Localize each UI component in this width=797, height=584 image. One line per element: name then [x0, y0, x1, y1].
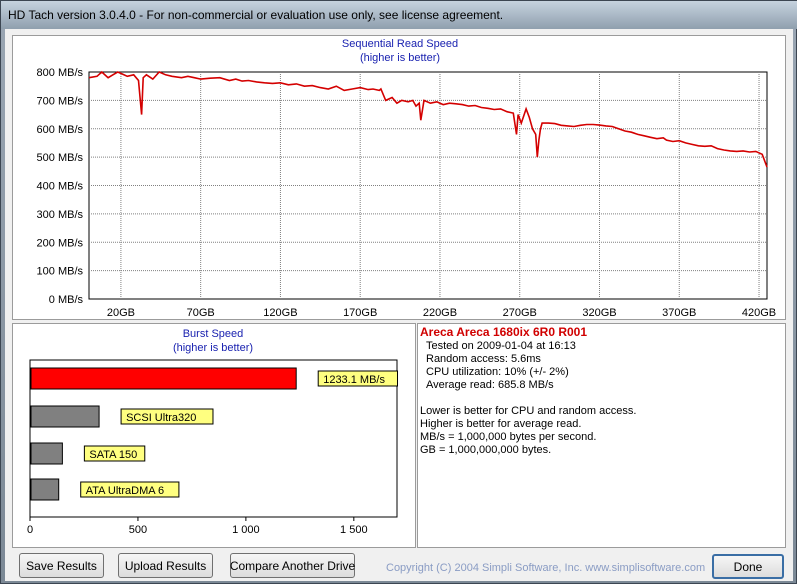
- y-tick-label: 800 MB/s: [37, 67, 84, 79]
- read-chart-title: Sequential Read Speed: [341, 38, 459, 50]
- cpu-utilization: CPU utilization: 10% (+/- 2%): [426, 366, 569, 378]
- average-read: Average read: 685.8 MB/s: [426, 379, 554, 391]
- x-tick-label: 420GB: [742, 307, 776, 319]
- burst-bar: [30, 478, 60, 501]
- burst-bar-label-box: [83, 445, 146, 462]
- sequential-read-panel: Sequential Read Speed (higher is better)…: [12, 35, 786, 320]
- read-speed-series-line: [88, 70, 768, 168]
- burst-bar-label: SATA 150: [89, 449, 137, 461]
- done-button[interactable]: Done: [712, 554, 784, 579]
- burst-chart-subtitle: (higher is better): [172, 342, 254, 354]
- burst-bar-label-box: [317, 370, 399, 387]
- title-bar[interactable]: HD Tach version 3.0.4.0 - For non-commer…: [1, 1, 797, 29]
- note-line: GB = 1,000,000,000 bytes.: [420, 444, 552, 456]
- y-tick-label: 0 MB/s: [49, 294, 84, 306]
- note-line: MB/s = 1,000,000 bytes per second.: [420, 431, 597, 443]
- burst-bar: [30, 442, 63, 465]
- burst-bar-label: SCSI Ultra320: [126, 412, 196, 424]
- upload-results-button[interactable]: Upload Results: [118, 553, 213, 578]
- sequential-read-chart: 20GB 70GB 120GB 170GB 220GB 270GB 320GB 370GB 42…: [37, 67, 777, 319]
- burst-bar-label: 1233.1 MB/s: [323, 374, 385, 386]
- x-tick-label: 500: [129, 524, 147, 536]
- x-tick-label: 270GB: [503, 307, 537, 319]
- results-info-panel: Areca Areca 1680ix 6R0 R001 Tested on 20…: [417, 323, 786, 548]
- burst-speed-chart: 1233.1 MB/s SCSI Ultra320 SATA 150 ATA Ultr…: [27, 359, 399, 536]
- burst-bar-label-box: [120, 408, 214, 425]
- burst-speed-panel: Burst Speed (higher is better) 1233.1 MB…: [12, 323, 416, 548]
- note-line: Lower is better for CPU and random acces…: [420, 405, 637, 417]
- compare-another-drive-button[interactable]: Compare Another Drive: [230, 553, 355, 578]
- x-tick-label: 320GB: [582, 307, 616, 319]
- copyright-text: Copyright (C) 2004 Simpli Software, Inc.…: [386, 562, 706, 574]
- x-tick-label: 120GB: [263, 307, 297, 319]
- x-tick-label: 1 000: [232, 524, 260, 536]
- window-title: HD Tach version 3.0.4.0 - For non-commer…: [8, 8, 504, 22]
- save-results-button[interactable]: Save Results: [19, 553, 104, 578]
- read-chart-subtitle: (higher is better): [359, 52, 441, 64]
- burst-bar: [30, 405, 100, 428]
- burst-chart-title: Burst Speed: [182, 328, 244, 340]
- burst-bar-label: ATA UltraDMA 6: [86, 485, 164, 497]
- y-tick-label: 700 MB/s: [37, 95, 84, 107]
- y-tick-label: 400 MB/s: [37, 181, 84, 193]
- y-tick-label: 200 MB/s: [37, 237, 84, 249]
- x-tick-label: 170GB: [343, 307, 377, 319]
- note-line: Higher is better for average read.: [420, 418, 582, 430]
- burst-bar: [30, 367, 297, 390]
- x-tick-label: 370GB: [662, 307, 696, 319]
- x-tick-label: 20GB: [107, 307, 135, 319]
- y-tick-label: 100 MB/s: [37, 266, 84, 278]
- x-tick-label: 220GB: [423, 307, 457, 319]
- y-tick-label: 600 MB/s: [37, 124, 84, 136]
- x-tick-label: 0: [27, 524, 33, 536]
- client-area: Sequential Read Speed (higher is better)…: [5, 29, 793, 581]
- x-tick-label: 70GB: [187, 307, 215, 319]
- burst-bar-label-box: [80, 481, 180, 498]
- random-access: Random access: 5.6ms: [426, 353, 541, 365]
- y-tick-label: 300 MB/s: [37, 209, 84, 221]
- x-tick-label: 1 500: [340, 524, 368, 536]
- tested-on: Tested on 2009-01-04 at 16:13: [426, 340, 576, 352]
- drive-name: Areca Areca 1680ix 6R0 R001: [420, 325, 588, 339]
- y-tick-label: 500 MB/s: [37, 152, 84, 164]
